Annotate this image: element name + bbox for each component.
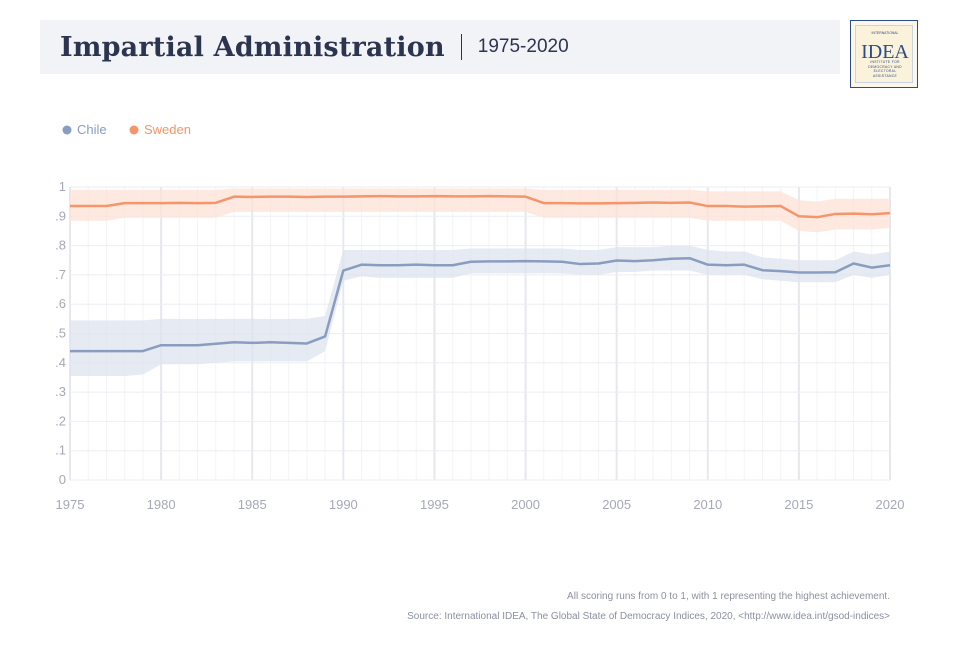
- confidence-band-chile: [70, 245, 890, 376]
- x-tick-label: 2015: [784, 497, 813, 512]
- y-tick-label: .8: [55, 238, 66, 253]
- series-line-chile: [70, 256, 891, 353]
- y-tick-label: .1: [55, 443, 66, 458]
- legend-marker-chile: [62, 125, 72, 135]
- logo-frame: INTERNATIONAL IDEA INSTITUTE FOR DEMOCRA…: [855, 25, 913, 83]
- scoring-note: All scoring runs from 0 to 1, with 1 rep…: [567, 591, 890, 602]
- x-tick-label: 1990: [329, 497, 358, 512]
- x-tick-label: 2010: [693, 497, 722, 512]
- x-tick-label: 2020: [876, 497, 905, 512]
- logo-graphic: INTERNATIONAL IDEA INSTITUTE FOR DEMOCRA…: [861, 31, 909, 78]
- logo-subtext-box: INSTITUTE FOR DEMOCRACY AND ELECTORAL AS…: [868, 60, 902, 78]
- y-tick-label: .2: [55, 413, 66, 428]
- header-divider: [460, 34, 462, 60]
- chart-title: Impartial Administration: [60, 31, 445, 63]
- x-tick-label: 1995: [420, 497, 449, 512]
- y-tick-label: .3: [55, 384, 66, 399]
- legend-marker-sweden: [129, 125, 139, 135]
- chart-header: Impartial Administration 1975-2020: [40, 20, 840, 74]
- x-tick-label: 1980: [147, 497, 176, 512]
- logo-text-big: IDEA: [861, 41, 909, 63]
- confidence-band-sweden: [70, 188, 890, 233]
- y-tick-label: .7: [55, 267, 66, 282]
- y-tick-label: .6: [55, 296, 66, 311]
- x-tick-label: 1985: [238, 497, 267, 512]
- y-tick-label: .5: [55, 326, 66, 341]
- line-chart: 0 .1 .2 .3 .4 .5 .6 .7 .8 .9 1 1975 1980 1985 1990 1995…: [55, 122, 905, 512]
- y-tick-label: 0: [59, 472, 66, 487]
- y-tick-label: .9: [55, 208, 66, 223]
- series-line-sweden: [70, 194, 891, 219]
- x-tick-label: 1975: [56, 497, 85, 512]
- logo-text-bottom: INSTITUTE FOR DEMOCRACY AND ELECTORAL AS…: [868, 60, 902, 78]
- chart-subtitle: 1975-2020: [477, 36, 569, 57]
- legend-label-sweden: Sweden: [144, 122, 191, 137]
- legend-label-chile: Chile: [77, 122, 107, 137]
- source-note: Source: International IDEA, The Global S…: [407, 611, 890, 622]
- logo-text-top: INTERNATIONAL: [872, 31, 899, 35]
- x-tick-label: 2005: [602, 497, 631, 512]
- y-tick-label: 1: [59, 179, 66, 194]
- y-tick-label: .4: [55, 355, 66, 370]
- idea-logo: INTERNATIONAL IDEA INSTITUTE FOR DEMOCRA…: [850, 20, 918, 88]
- x-tick-label: 2000: [511, 497, 540, 512]
